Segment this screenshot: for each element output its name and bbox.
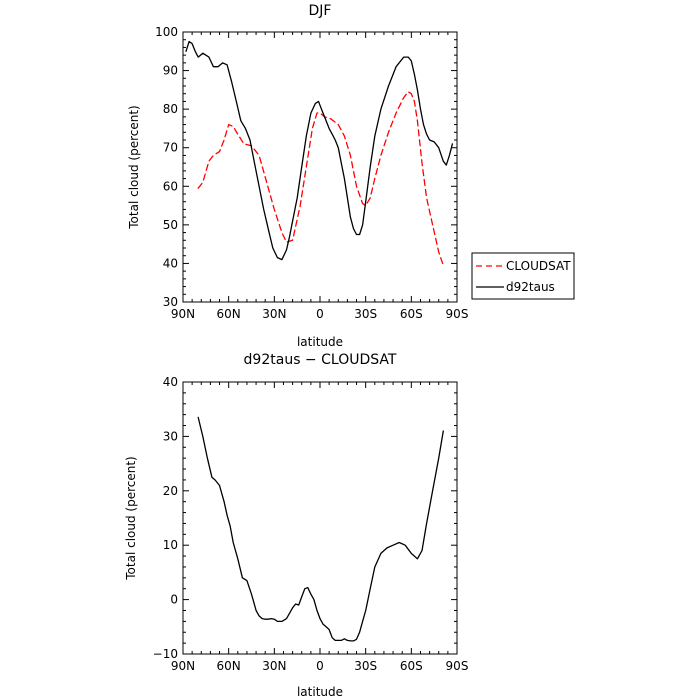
y-axis-label: Total cloud (percent) <box>124 456 138 580</box>
x-tick-label: 30N <box>262 659 286 673</box>
y-tick-label: 0 <box>170 593 178 607</box>
x-tick-label: 90N <box>171 659 195 673</box>
x-tick-label: 0 <box>316 307 324 321</box>
x-tick-label: 60N <box>217 659 241 673</box>
y-tick-label: 50 <box>163 218 178 232</box>
x-tick-label: 0 <box>316 659 324 673</box>
chart-panel-difference: d92taus − CLOUDSAT −10 0 10 20 30 40 90N 60N 30… <box>124 352 468 699</box>
y-tick-label: 40 <box>163 256 178 270</box>
plot-frame <box>182 31 458 303</box>
y-tick-label: 80 <box>163 102 178 116</box>
y-axis: −10 0 10 20 30 40 <box>153 375 457 661</box>
y-tick-label: 100 <box>155 25 178 39</box>
chart-title: d92taus − CLOUDSAT <box>244 352 397 368</box>
x-tick-label: 60N <box>217 307 241 321</box>
x-tick-label: 30S <box>354 307 377 321</box>
legend: CLOUDSAT d92taus <box>471 252 575 300</box>
series-line-difference <box>197 416 444 642</box>
y-axis-label: Total cloud (percent) <box>127 105 141 229</box>
series-line-d92taus <box>185 40 454 261</box>
legend-label-cloudsat: CLOUDSAT <box>506 259 571 273</box>
legend-label-d92taus: d92taus <box>506 280 555 294</box>
x-axis-label: latitude <box>297 335 343 349</box>
x-axis-label: latitude <box>297 685 343 699</box>
y-tick-label: 90 <box>163 64 178 78</box>
y-tick-label: 60 <box>163 179 178 193</box>
y-tick-label: 30 <box>163 429 178 443</box>
x-tick-label: 60S <box>400 307 423 321</box>
chart-title: DJF <box>309 3 332 19</box>
series-layer <box>197 416 444 642</box>
series-line-cloudsat <box>197 91 444 267</box>
y-tick-label: 30 <box>163 295 178 309</box>
y-tick-label: 40 <box>163 375 178 389</box>
x-axis: 90N 60N 30N 0 30S 60S 90S <box>171 382 469 673</box>
y-tick-label: 70 <box>163 141 178 155</box>
plot-frame <box>182 381 458 655</box>
x-tick-label: 60S <box>400 659 423 673</box>
y-tick-label: 20 <box>163 484 178 498</box>
series-layer <box>185 40 454 267</box>
y-axis: 30 40 50 60 70 80 90 100 <box>155 25 457 309</box>
y-tick-label: 10 <box>163 538 178 552</box>
x-axis: 90N 60N 30N 0 30S 60S 90S <box>171 32 469 321</box>
legend-box <box>471 252 575 300</box>
x-tick-label: 90N <box>171 307 195 321</box>
x-tick-label: 30N <box>262 307 286 321</box>
y-tick-label: −10 <box>153 647 178 661</box>
x-tick-label: 30S <box>354 659 377 673</box>
x-tick-label: 90S <box>446 307 469 321</box>
x-tick-label: 90S <box>446 659 469 673</box>
